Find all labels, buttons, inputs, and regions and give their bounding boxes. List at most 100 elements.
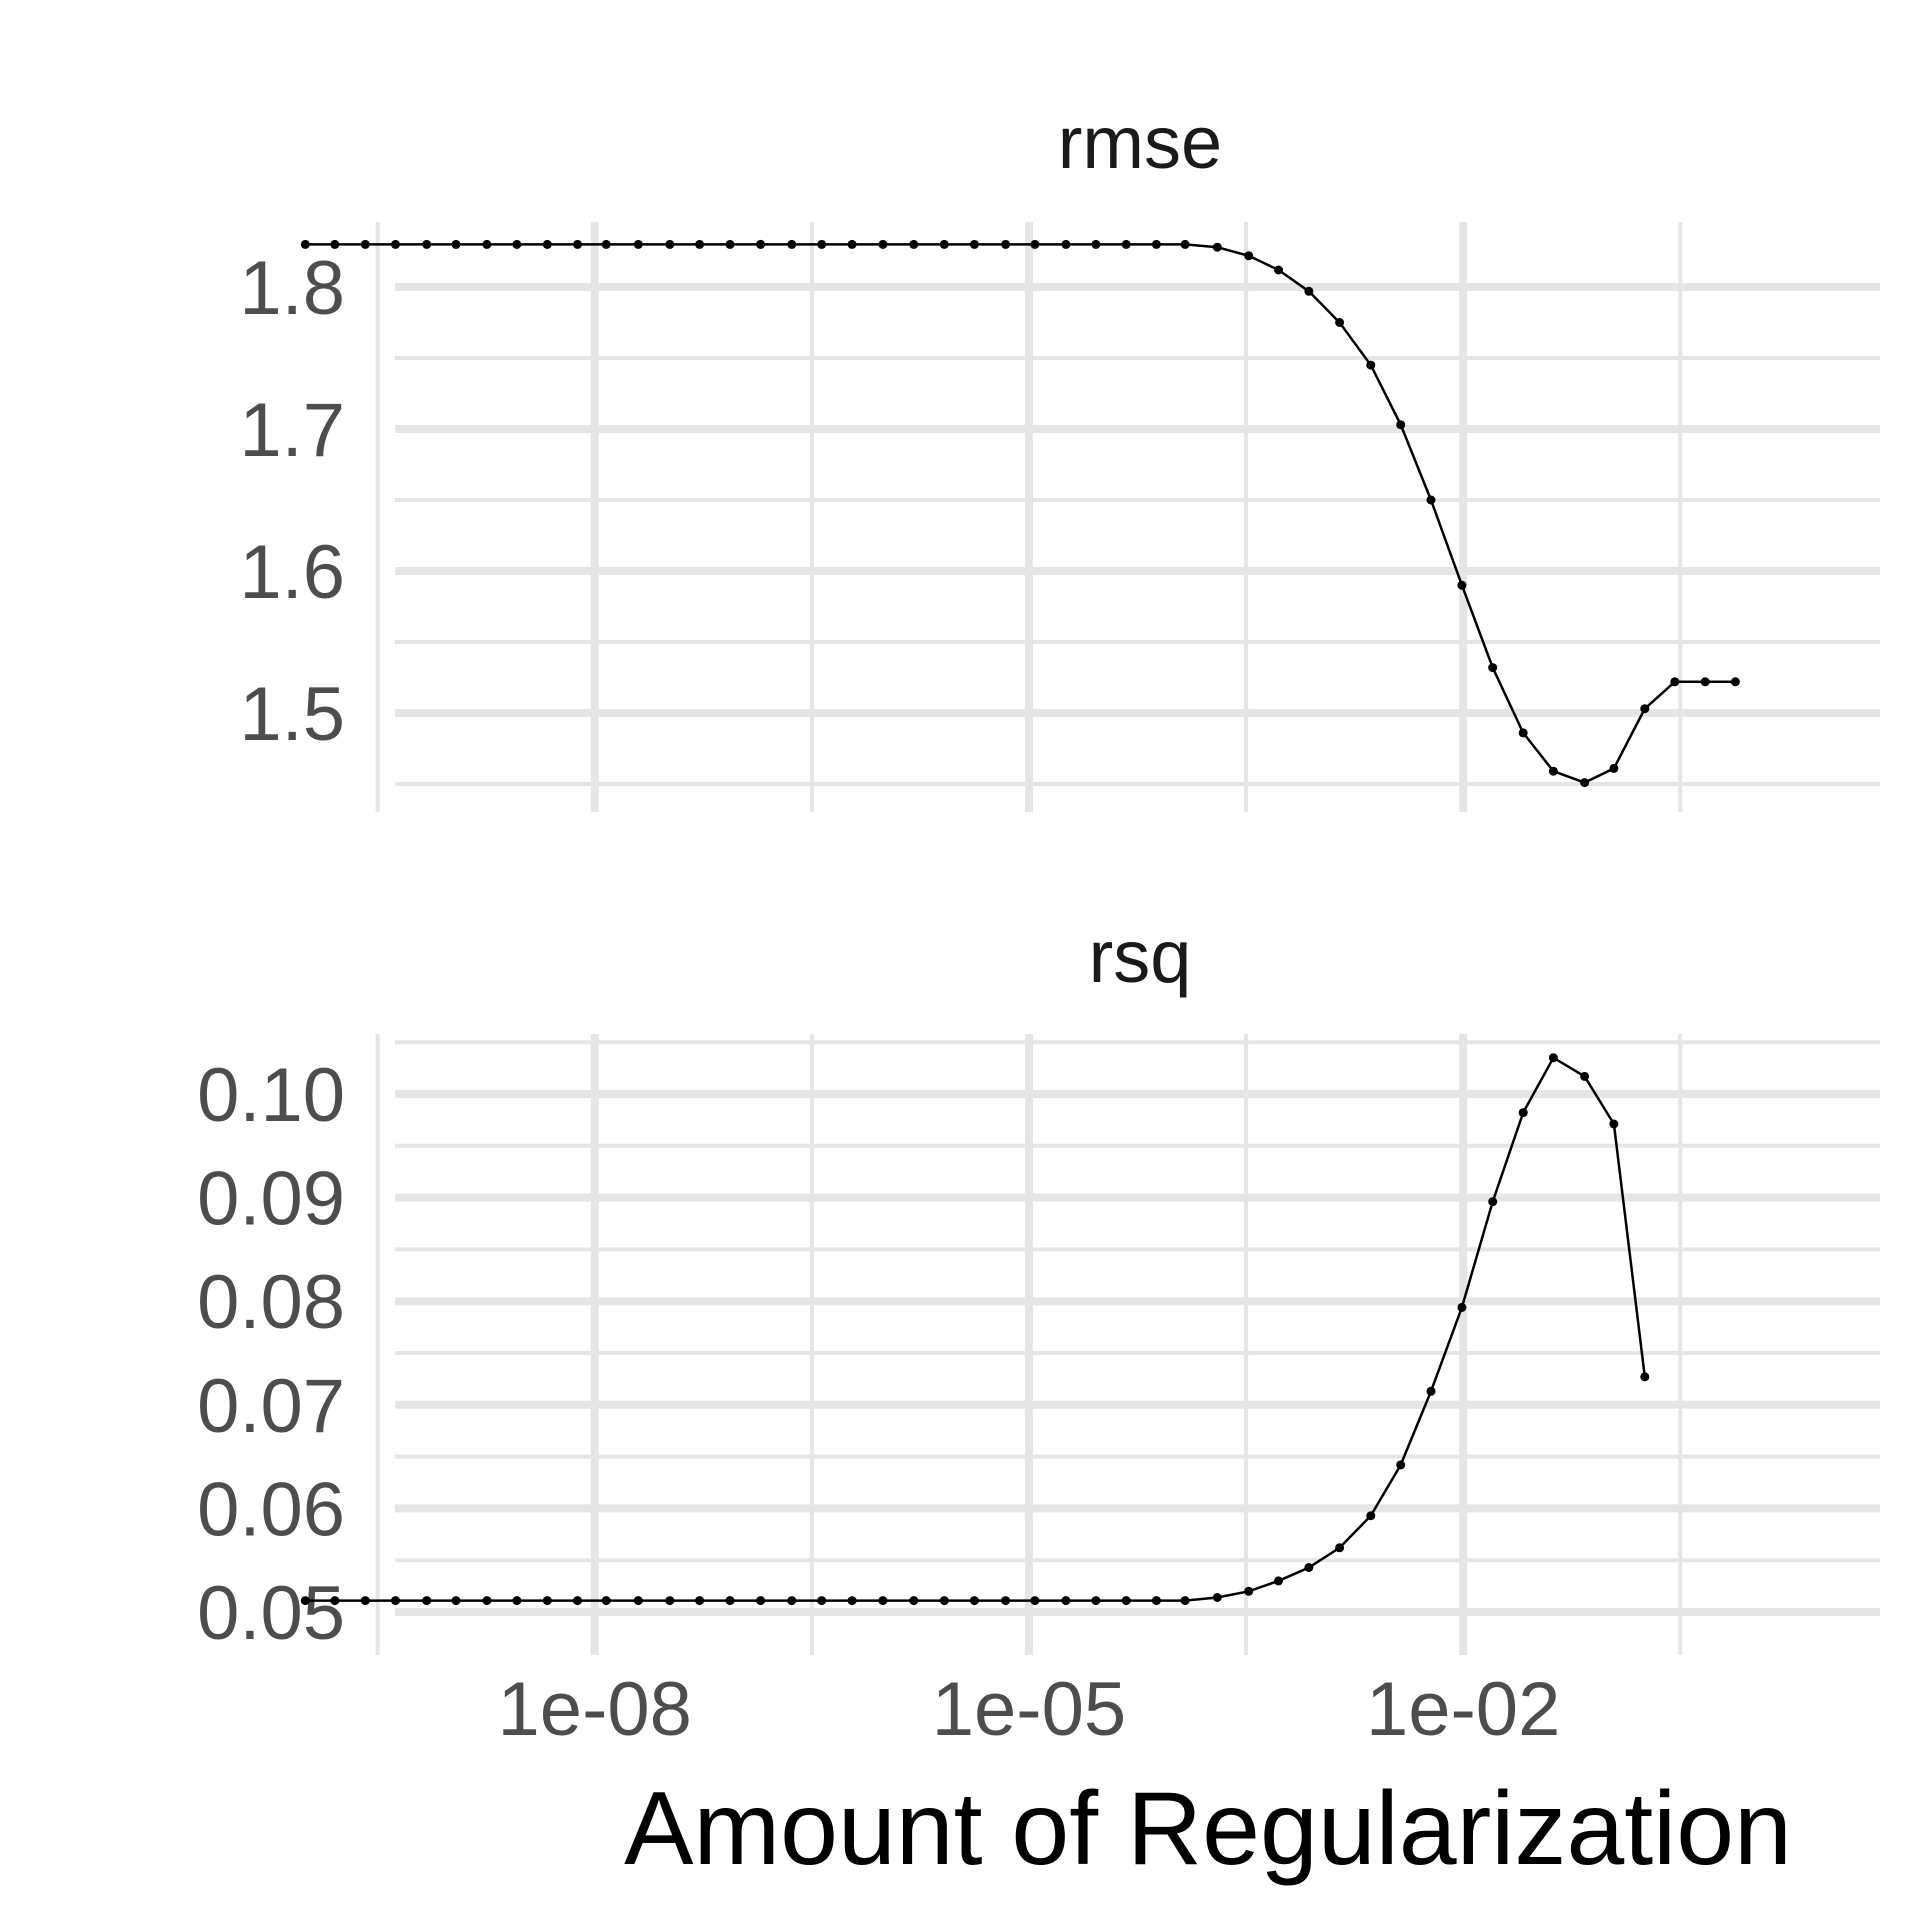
- data-point: [787, 1596, 797, 1606]
- y-tick-label: 0.06: [197, 1467, 345, 1552]
- data-point: [391, 1596, 400, 1606]
- data-point: [1274, 1576, 1283, 1586]
- data-point: [725, 239, 735, 249]
- data-point: [1212, 242, 1222, 252]
- data-point: [451, 1596, 461, 1606]
- data-point: [1061, 1596, 1071, 1606]
- data-point: [817, 239, 827, 249]
- panel-rmse-title: rmse: [1058, 101, 1222, 184]
- data-point: [878, 1596, 888, 1606]
- panel-rmse-series: [300, 239, 1740, 788]
- data-point: [969, 239, 979, 249]
- data-point: [1151, 1596, 1161, 1606]
- data-point: [1640, 704, 1650, 714]
- data-point: [1366, 1511, 1376, 1521]
- data-point: [573, 239, 582, 249]
- data-point: [1396, 1460, 1406, 1470]
- data-point: [1609, 1119, 1619, 1129]
- data-point: [360, 239, 370, 249]
- data-point: [391, 239, 400, 249]
- y-tick-label: 1.7: [239, 388, 345, 473]
- y-tick-label: 0.08: [197, 1260, 345, 1345]
- panel-rmse-grid: [375, 222, 1880, 812]
- series-line: [305, 1055, 1647, 1602]
- data-point: [695, 1596, 705, 1606]
- data-point: [756, 1596, 766, 1606]
- data-point: [1180, 239, 1190, 249]
- y-tick-label: 1.8: [239, 246, 345, 331]
- data-point: [1121, 239, 1131, 249]
- data-point: [1304, 1563, 1314, 1572]
- data-point: [1730, 677, 1740, 687]
- data-point: [542, 239, 552, 249]
- data-point: [939, 239, 949, 249]
- data-point: [878, 239, 888, 249]
- y-tick-label: 1.5: [239, 672, 345, 757]
- data-point: [1335, 1543, 1345, 1553]
- data-point: [601, 1596, 611, 1606]
- data-point: [1244, 251, 1254, 261]
- data-point: [330, 239, 340, 249]
- data-point: [422, 1596, 432, 1606]
- data-point: [573, 1596, 582, 1606]
- data-point: [1244, 1586, 1254, 1596]
- data-point: [1640, 1372, 1650, 1382]
- data-point: [665, 1596, 675, 1606]
- data-point: [695, 239, 705, 249]
- x-axis-title: Amount of Regularization: [624, 1771, 1792, 1887]
- data-point: [1335, 318, 1345, 327]
- x-tick-label: 1e-02: [1366, 1667, 1560, 1752]
- data-point: [1001, 239, 1011, 249]
- data-point: [300, 1596, 310, 1606]
- data-point: [633, 239, 643, 249]
- y-tick-label: 0.07: [197, 1364, 345, 1449]
- data-point: [601, 239, 611, 249]
- data-point: [817, 1596, 827, 1606]
- data-point: [1700, 677, 1710, 687]
- data-point: [512, 1596, 522, 1606]
- data-point: [482, 239, 492, 249]
- x-axis-ticks: 1e-08 1e-05 1e-02: [498, 1667, 1561, 1752]
- data-point: [1091, 239, 1101, 249]
- data-point: [1426, 495, 1436, 505]
- data-point: [909, 1596, 919, 1606]
- panel-rsq-series: [300, 1053, 1650, 1606]
- data-point: [1488, 1197, 1498, 1207]
- data-point: [1366, 360, 1376, 370]
- data-point: [1518, 1108, 1528, 1118]
- panel-rsq-y-ticks: 0.05 0.06 0.07 0.08 0.09 0.10: [197, 1053, 345, 1656]
- y-tick-label: 0.05: [197, 1571, 345, 1656]
- data-point: [1030, 239, 1040, 249]
- data-point: [451, 239, 461, 249]
- data-point: [1548, 1053, 1558, 1063]
- x-tick-label: 1e-05: [932, 1667, 1126, 1752]
- panel-rsq: rsq 0.05 0.06 0.07 0.08 0.09 0.10: [197, 915, 1880, 1656]
- data-point: [1426, 1386, 1436, 1396]
- data-point: [1457, 580, 1467, 590]
- data-point: [1580, 1071, 1590, 1081]
- y-tick-label: 1.6: [239, 530, 345, 615]
- y-tick-label: 0.10: [197, 1053, 345, 1138]
- data-point: [422, 239, 432, 249]
- data-point: [1274, 265, 1283, 275]
- data-point: [847, 239, 857, 249]
- data-point: [1548, 766, 1558, 776]
- data-point: [1001, 1596, 1011, 1606]
- data-point: [1580, 778, 1590, 788]
- data-point: [482, 1596, 492, 1606]
- data-point: [1488, 663, 1498, 673]
- data-point: [1609, 763, 1619, 773]
- data-point: [1091, 1596, 1101, 1606]
- data-point: [756, 239, 766, 249]
- x-tick-label: 1e-08: [498, 1667, 692, 1752]
- data-point: [787, 239, 797, 249]
- data-point: [1396, 420, 1406, 430]
- panel-rsq-grid: [375, 1034, 1880, 1655]
- data-point: [1180, 1596, 1190, 1606]
- data-point: [1212, 1593, 1222, 1602]
- data-point: [725, 1596, 735, 1606]
- data-point: [512, 239, 522, 249]
- data-point: [847, 1596, 857, 1606]
